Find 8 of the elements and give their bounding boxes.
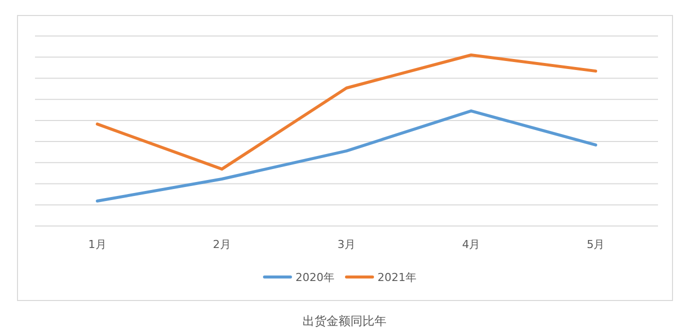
x-tick-label: 1月 [88, 238, 106, 251]
x-tick-label: 3月 [338, 238, 356, 251]
x-tick-label: 5月 [586, 238, 605, 251]
text: 出货金额同比年 [302, 314, 386, 328]
legend-label: 2020年 [296, 271, 334, 284]
legend-label: 2021年 [378, 271, 416, 284]
x-tick-label: 4月 [462, 238, 480, 251]
x-tick-label: 2月 [212, 238, 231, 251]
